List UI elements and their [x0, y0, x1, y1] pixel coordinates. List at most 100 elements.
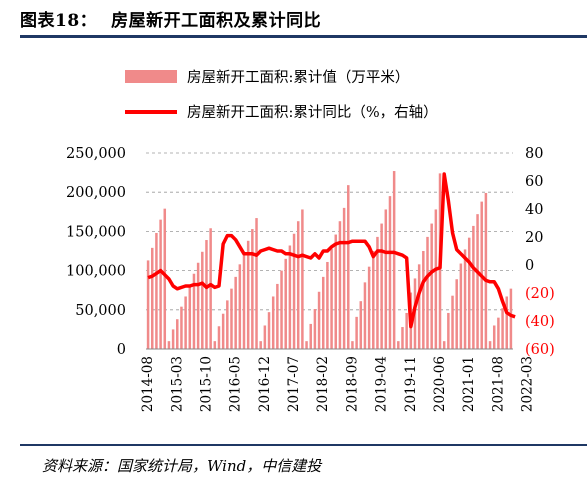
x-tick-label: 2017-07	[286, 356, 302, 412]
y-axis-left: 0 50,000 100,000 150,000 200,000 250,000	[66, 146, 126, 358]
bar	[355, 316, 358, 349]
bar	[305, 341, 308, 349]
figure-title-text: 房屋新开工面积及累计同比	[111, 11, 322, 31]
bar	[201, 251, 204, 349]
bar	[184, 296, 187, 349]
bar	[484, 192, 488, 349]
bar	[422, 251, 425, 349]
bar	[455, 279, 458, 349]
y-right-tick-label: (60)	[525, 342, 555, 358]
bar	[188, 285, 192, 349]
bar	[330, 248, 333, 349]
bar	[271, 296, 275, 349]
bar	[397, 341, 400, 349]
figure-title: 图表18： 房屋新开工面积及累计同比	[20, 6, 321, 31]
source-note: 资料来源：国家统计局，Wind，中信建投	[42, 457, 322, 475]
bar	[388, 196, 392, 349]
bar	[417, 264, 421, 349]
bar	[167, 341, 171, 349]
bar	[338, 221, 342, 349]
bar	[321, 276, 325, 349]
y-left-tick-label: 0	[117, 342, 126, 358]
bar	[301, 209, 304, 349]
bar	[221, 313, 225, 349]
bar	[384, 209, 388, 349]
bar	[372, 251, 375, 349]
bar	[192, 273, 196, 349]
bar	[492, 325, 496, 349]
y-right-tick-label: 0	[525, 258, 534, 274]
legend: 房屋新开工面积:累计值（万平米） 房屋新开工面积:累计同比（%，右轴）	[125, 69, 438, 121]
bar	[292, 233, 296, 349]
x-tick-label: 2016-12	[257, 356, 273, 412]
bar	[380, 223, 383, 349]
bar	[342, 207, 346, 349]
y-left-tick-label: 150,000	[66, 224, 126, 240]
bar	[467, 237, 471, 349]
y-left-tick-label: 250,000	[66, 146, 126, 162]
bar	[146, 260, 150, 349]
bar	[472, 225, 475, 349]
bar	[276, 283, 279, 349]
y-right-tick-label: 40	[525, 202, 543, 218]
bar-series	[146, 171, 513, 349]
bar	[267, 312, 271, 349]
bar	[434, 209, 438, 349]
bar	[238, 264, 242, 349]
bar	[234, 276, 237, 349]
legend-line-label: 房屋新开工面积:累计同比（%，右轴）	[187, 104, 438, 121]
x-tick-label: 2021-08	[490, 356, 506, 412]
x-tick-label: 2021-01	[461, 356, 477, 412]
bar	[288, 245, 292, 349]
bar	[159, 219, 162, 349]
bar	[392, 171, 396, 349]
x-tick-label: 2020-06	[432, 356, 448, 412]
bar	[309, 323, 312, 349]
yoy-line	[147, 172, 516, 329]
bar	[242, 252, 246, 349]
x-tick-label: 2015-03	[169, 356, 185, 412]
bar	[442, 341, 446, 349]
figure-number: 图表18：	[20, 11, 98, 31]
bar	[426, 236, 429, 349]
bar	[163, 208, 167, 349]
legend-bar-swatch	[125, 70, 177, 83]
x-axis-labels: 2014-08 2015-03 2015-10 2016-05 2016-12 2017-…	[140, 356, 536, 412]
y-left-tick-label: 100,000	[66, 264, 126, 280]
bar	[280, 270, 283, 349]
bar	[255, 218, 258, 349]
bar	[363, 282, 367, 349]
bar	[509, 288, 513, 349]
x-tick-label: 2022-03	[520, 356, 536, 412]
bar	[213, 341, 217, 349]
bar	[501, 308, 504, 349]
bar	[351, 341, 354, 349]
bar	[155, 232, 158, 349]
y-right-tick-label: 60	[525, 174, 543, 190]
bar	[463, 249, 467, 349]
x-tick-label: 2015-10	[198, 356, 214, 412]
bar	[296, 221, 300, 349]
top-rule	[20, 35, 587, 38]
x-tick-label: 2019-04	[374, 356, 390, 412]
bar	[226, 300, 229, 349]
bar	[401, 327, 404, 349]
bar	[447, 312, 450, 349]
bar	[176, 319, 179, 349]
bar	[151, 247, 154, 349]
bar	[505, 296, 508, 349]
x-tick-label: 2018-09	[344, 356, 360, 412]
bottom-rule	[20, 444, 587, 446]
bar	[246, 240, 250, 349]
x-tick-label: 2014-08	[140, 356, 156, 412]
bar	[476, 214, 479, 349]
y-axis-right: (60) (40) (20) 0 20 40 60 80	[525, 146, 555, 358]
bar	[209, 228, 212, 349]
bar	[367, 266, 371, 349]
bar	[326, 261, 329, 349]
y-left-tick-label: 200,000	[66, 185, 126, 201]
bar	[347, 185, 350, 349]
bar	[359, 301, 363, 349]
bar	[430, 223, 433, 349]
